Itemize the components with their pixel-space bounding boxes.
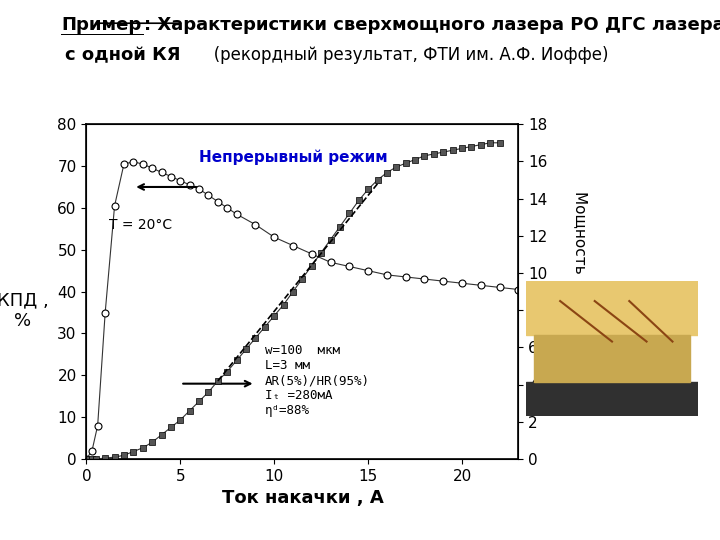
Y-axis label: КПД ,
%: КПД , %: [0, 292, 48, 330]
Text: T = 20°C: T = 20°C: [109, 218, 172, 232]
Text: Непрерывный режим: Непрерывный режим: [199, 150, 388, 165]
Bar: [526, 281, 698, 335]
X-axis label: Ток накачки , А: Ток накачки , А: [222, 489, 383, 507]
Text: w=100  мкм
L=3 мм
AR(5%)/HR(95%)
Iₜ =280мА
ηᵈ=88%: w=100 мкм L=3 мм AR(5%)/HR(95%) Iₜ =280м…: [265, 344, 370, 417]
Text: с одной КЯ: с одной КЯ: [65, 46, 180, 64]
Text: Пример: Пример: [61, 16, 141, 34]
Text: : Характеристики сверхмощного лазера РО ДГС лазера: : Характеристики сверхмощного лазера РО …: [144, 16, 720, 34]
Bar: [526, 382, 698, 416]
Text: (рекордный результат, ФТИ им. А.Ф. Иоффе): (рекордный результат, ФТИ им. А.Ф. Иоффе…: [198, 46, 608, 64]
Bar: [534, 335, 690, 382]
Y-axis label: Мощность излучения, Вт: Мощность излучения, Вт: [572, 191, 588, 392]
